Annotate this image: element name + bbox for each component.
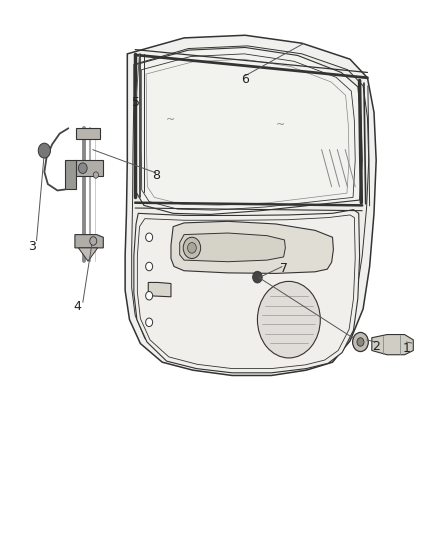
Polygon shape bbox=[134, 209, 360, 373]
Text: 3: 3 bbox=[28, 240, 36, 253]
Circle shape bbox=[187, 243, 196, 253]
Text: 7: 7 bbox=[280, 262, 289, 274]
Circle shape bbox=[90, 237, 97, 245]
Circle shape bbox=[146, 318, 152, 327]
Text: 4: 4 bbox=[73, 300, 81, 313]
Text: 6: 6 bbox=[241, 73, 249, 86]
Circle shape bbox=[258, 281, 320, 358]
Text: 2: 2 bbox=[372, 340, 380, 353]
Polygon shape bbox=[125, 35, 376, 375]
Polygon shape bbox=[76, 128, 100, 139]
Polygon shape bbox=[171, 221, 333, 273]
Text: ~: ~ bbox=[166, 115, 176, 125]
Circle shape bbox=[357, 338, 364, 346]
Polygon shape bbox=[372, 335, 413, 355]
Polygon shape bbox=[136, 47, 362, 214]
Circle shape bbox=[253, 271, 262, 283]
Polygon shape bbox=[65, 160, 76, 189]
Polygon shape bbox=[132, 46, 369, 368]
Text: 8: 8 bbox=[152, 168, 160, 182]
Circle shape bbox=[78, 163, 87, 173]
Circle shape bbox=[146, 233, 152, 241]
Circle shape bbox=[93, 172, 99, 178]
Circle shape bbox=[183, 237, 201, 259]
Circle shape bbox=[146, 292, 152, 300]
Polygon shape bbox=[78, 248, 98, 261]
Circle shape bbox=[353, 333, 368, 352]
Polygon shape bbox=[75, 235, 103, 248]
Text: 5: 5 bbox=[132, 96, 140, 109]
Polygon shape bbox=[148, 282, 171, 297]
Circle shape bbox=[38, 143, 50, 158]
Circle shape bbox=[146, 262, 152, 271]
Text: 1: 1 bbox=[403, 342, 411, 356]
Text: ~: ~ bbox=[276, 120, 285, 130]
Polygon shape bbox=[180, 233, 286, 262]
Polygon shape bbox=[75, 160, 103, 176]
